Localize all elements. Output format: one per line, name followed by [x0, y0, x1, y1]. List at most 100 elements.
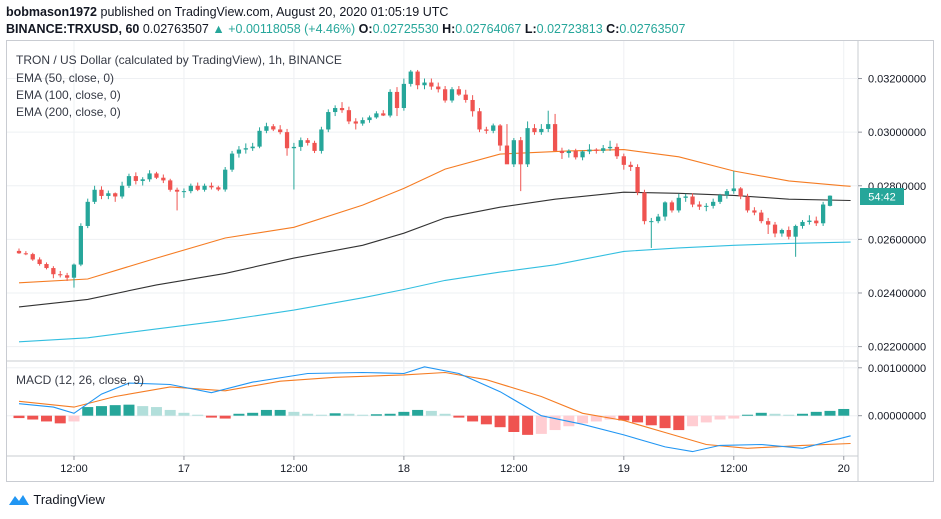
candle-up [367, 117, 372, 121]
candle-down [752, 210, 757, 213]
macd-histogram-bar [522, 415, 534, 435]
time-tick-label: 12:00 [720, 463, 748, 475]
candle-down [353, 121, 358, 124]
macd-histogram-bar [467, 415, 479, 422]
candle-down [738, 188, 743, 197]
candle-up [683, 196, 688, 198]
candle-series [16, 69, 833, 288]
symbol-line: BINANCE:TRXUSD, 60 0.02763507 ▲ +0.00118… [6, 22, 685, 36]
price-tick-label: 0.02400000 [868, 288, 926, 300]
candle-down [195, 185, 200, 190]
chart-frame[interactable] [6, 40, 934, 482]
macd-histogram-bar [164, 409, 176, 416]
time-tick-label: 18 [398, 463, 410, 475]
candle-up [724, 191, 730, 196]
macd-histogram-bar [508, 415, 520, 432]
candle-up [181, 191, 187, 193]
grid-layer [7, 41, 859, 481]
macd-histogram-bar [288, 411, 300, 416]
candle-up [711, 201, 716, 206]
macd-histogram-bar [714, 415, 726, 420]
candle-up [601, 148, 606, 151]
candle-down [814, 220, 819, 224]
high-label: H: [442, 22, 456, 36]
chart-title[interactable]: TRON / US Dollar (calculated by TradingV… [16, 53, 342, 67]
candle-down [133, 176, 138, 181]
macd-histogram-bar [329, 413, 341, 416]
macd-histogram-bar [370, 414, 382, 416]
candle-up [662, 202, 668, 217]
close-value: 0.02763507 [619, 22, 686, 36]
macd-histogram-bar [659, 415, 671, 429]
footer-brand[interactable]: TradingView [8, 492, 105, 507]
candle-down [628, 164, 633, 167]
candle-up [491, 125, 496, 131]
candle-up [388, 91, 393, 116]
macd-histogram-bar [632, 415, 644, 423]
candle-down [456, 89, 461, 95]
candle-down [642, 192, 647, 222]
macd-histogram-bar [783, 414, 795, 416]
candle-up [78, 225, 83, 265]
candle-up [188, 185, 193, 192]
candle-up [587, 149, 592, 152]
publish-info: published on TradingView.com, August 20,… [100, 5, 449, 19]
candle-up [92, 189, 97, 202]
candle-down [573, 150, 578, 158]
candle-up [360, 120, 365, 124]
macd-histogram-bar [68, 415, 80, 422]
macd-histogram-bar [150, 407, 162, 416]
low-label: L: [524, 22, 537, 36]
ema50-series [18, 149, 851, 284]
ema200-legend[interactable]: EMA (200, close, 0) [16, 105, 121, 119]
candle-down [442, 89, 448, 101]
macd-histogram-bar [577, 415, 589, 424]
candle-down [497, 125, 503, 146]
candle-up [779, 229, 785, 234]
time-tick-label: 17 [178, 463, 190, 475]
macd-histogram-bar [82, 407, 94, 416]
close-label: C: [606, 22, 620, 36]
candle-up [656, 216, 661, 222]
ema50-legend[interactable]: EMA (50, close, 0) [16, 71, 115, 85]
candle-down [37, 259, 42, 265]
macd-histogram-bar [384, 413, 396, 416]
macd-histogram-bar [439, 413, 451, 416]
candle-down [44, 264, 49, 269]
macd-histogram-bar [645, 415, 657, 426]
candle-up [676, 197, 681, 211]
candle-up [731, 188, 736, 192]
brand-name: TradingView [33, 492, 105, 507]
ema200-series [18, 241, 851, 343]
candle-down [484, 129, 489, 131]
macd-histogram-bar [233, 413, 245, 416]
price-badge-label: 54:42 [868, 192, 896, 204]
symbol-label[interactable]: BINANCE:TRXUSD, 60 [6, 22, 140, 36]
open-label: O: [358, 22, 373, 36]
candle-up [580, 151, 585, 158]
ema100-legend[interactable]: EMA (100, close, 0) [16, 88, 121, 102]
candle-down [690, 196, 695, 205]
candle-up [250, 146, 255, 149]
macd-histogram-bar [357, 414, 369, 416]
candle-down [305, 140, 310, 143]
macd-histogram-bar [178, 412, 190, 416]
price-change: +0.00118058 (+4.46%) [228, 22, 356, 36]
candle-up [800, 221, 805, 226]
macd-line [18, 366, 851, 453]
candle-up [539, 128, 544, 133]
candle-down [552, 124, 558, 151]
candle-down [477, 111, 482, 130]
macd-legend[interactable]: MACD (12, 26, close, 9) [16, 373, 145, 387]
candle-down [621, 156, 626, 165]
price-badge-layer: 54:42 [860, 188, 904, 205]
candle-up [71, 264, 77, 278]
publish-line: bobmason1972 published on TradingView.co… [6, 5, 448, 19]
candle-up [202, 185, 207, 190]
candle-down [635, 166, 640, 193]
axis-layer: 12:00 17 12:00 18 12:00 19 12:00 20 0.03200000 0.… [60, 74, 926, 475]
macd-histogram-bar [797, 413, 809, 416]
author-name[interactable]: bobmason1972 [6, 5, 98, 19]
macd-histogram-bar [810, 411, 822, 416]
